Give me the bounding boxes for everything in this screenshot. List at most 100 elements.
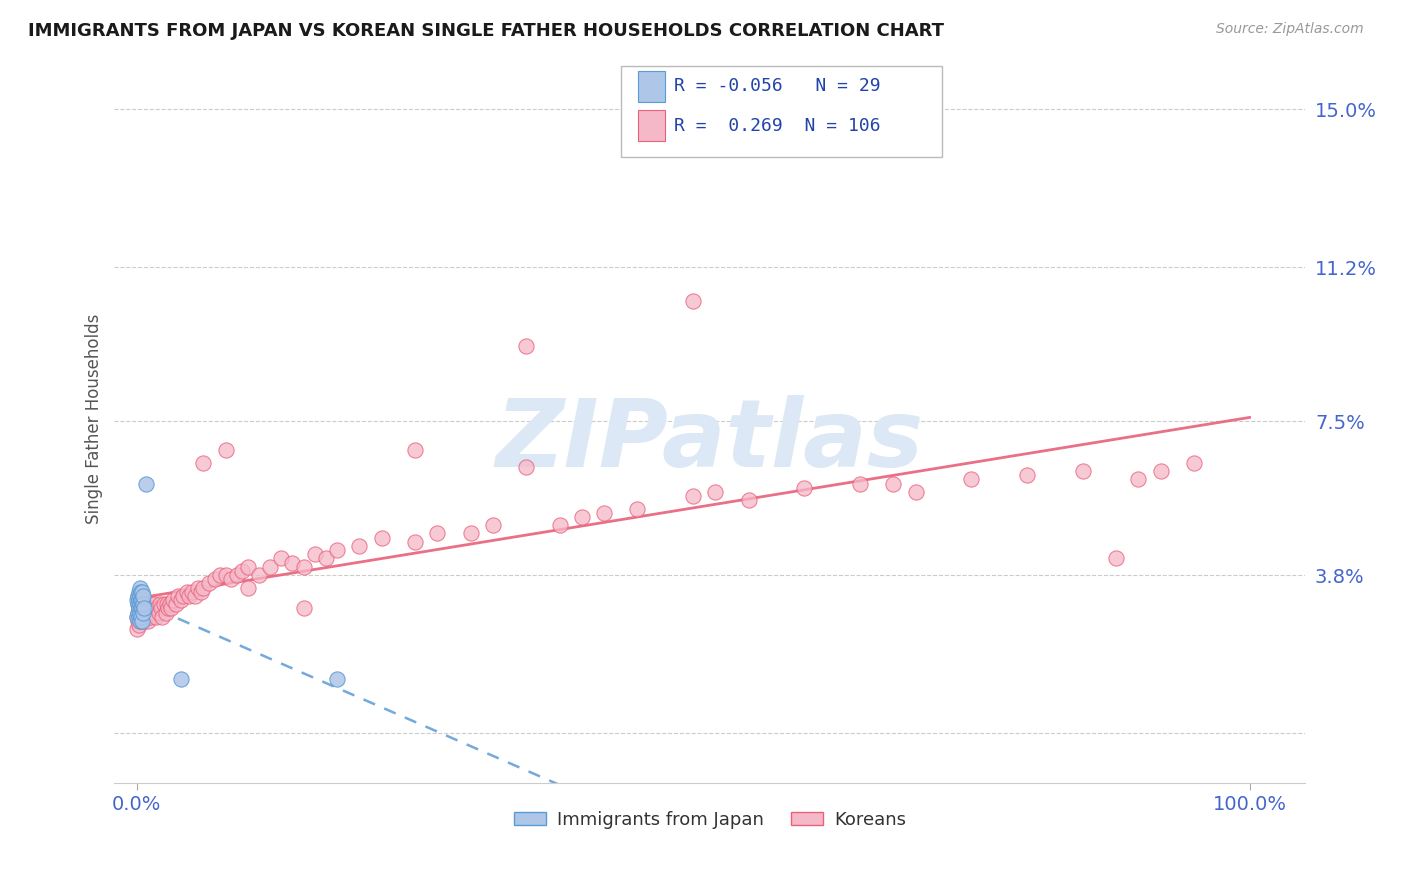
Point [135, 609, 157, 624]
Point [187, 581, 209, 595]
Point [326, 543, 349, 558]
Point [129, 589, 152, 603]
Point [125, 622, 148, 636]
Point [135, 606, 157, 620]
Point [326, 672, 349, 686]
Point [129, 606, 152, 620]
Point [682, 293, 704, 308]
Point [231, 564, 253, 578]
Point [170, 593, 193, 607]
Point [135, 601, 157, 615]
Point [128, 584, 150, 599]
Point [132, 606, 155, 620]
Point [548, 518, 571, 533]
Point [125, 609, 148, 624]
Point [292, 559, 315, 574]
Point [165, 597, 187, 611]
Point [150, 609, 173, 624]
Point [1071, 464, 1094, 478]
Point [571, 509, 593, 524]
Point [131, 593, 153, 607]
Point [127, 597, 149, 611]
Point [128, 609, 150, 624]
FancyBboxPatch shape [620, 66, 942, 157]
Point [129, 601, 152, 615]
Point [131, 597, 153, 611]
Point [132, 601, 155, 615]
Point [139, 597, 162, 611]
Point [135, 476, 157, 491]
Point [704, 484, 727, 499]
Point [129, 614, 152, 628]
Point [155, 606, 177, 620]
Point [177, 589, 200, 603]
Point [460, 526, 482, 541]
Point [292, 601, 315, 615]
Point [131, 606, 153, 620]
Point [131, 601, 153, 615]
Point [132, 609, 155, 624]
Point [426, 526, 449, 541]
Point [215, 443, 238, 458]
FancyBboxPatch shape [638, 71, 665, 102]
Legend: Immigrants from Japan, Koreans: Immigrants from Japan, Koreans [506, 804, 914, 836]
Point [132, 597, 155, 611]
Point [129, 593, 152, 607]
Point [138, 606, 160, 620]
Point [134, 601, 156, 615]
Point [682, 489, 704, 503]
Point [145, 601, 167, 615]
Point [127, 589, 149, 603]
Point [143, 597, 166, 611]
Point [236, 559, 259, 574]
Point [134, 614, 156, 628]
Point [183, 589, 205, 603]
Point [136, 601, 159, 615]
Point [156, 601, 179, 615]
Text: Source: ZipAtlas.com: Source: ZipAtlas.com [1216, 22, 1364, 37]
Point [129, 597, 152, 611]
Point [349, 539, 371, 553]
Point [481, 518, 503, 533]
Point [219, 572, 242, 586]
Point [136, 614, 159, 628]
Point [127, 614, 149, 628]
Y-axis label: Single Father Households: Single Father Households [86, 314, 103, 524]
Point [176, 584, 198, 599]
Point [125, 609, 148, 624]
Point [1149, 464, 1171, 478]
Point [128, 593, 150, 607]
Point [128, 593, 150, 607]
Point [149, 597, 172, 611]
Point [129, 601, 152, 615]
Text: R = -0.056   N = 29: R = -0.056 N = 29 [673, 78, 880, 95]
Point [129, 584, 152, 599]
Point [129, 581, 152, 595]
FancyBboxPatch shape [638, 111, 665, 141]
Point [132, 589, 155, 603]
Point [129, 614, 152, 628]
Point [129, 597, 152, 611]
Point [215, 568, 238, 582]
Point [270, 551, 292, 566]
Point [145, 609, 167, 624]
Point [209, 568, 232, 582]
Point [127, 606, 149, 620]
Point [960, 472, 983, 486]
Point [128, 618, 150, 632]
Point [142, 606, 165, 620]
Point [156, 597, 179, 611]
Point [172, 589, 194, 603]
Point [131, 584, 153, 599]
Point [304, 547, 326, 561]
Point [128, 609, 150, 624]
Point [131, 614, 153, 628]
Point [198, 576, 221, 591]
Point [128, 601, 150, 615]
Point [141, 601, 163, 615]
Point [404, 443, 426, 458]
Point [593, 506, 616, 520]
Point [127, 597, 149, 611]
Point [131, 614, 153, 628]
Point [738, 493, 761, 508]
